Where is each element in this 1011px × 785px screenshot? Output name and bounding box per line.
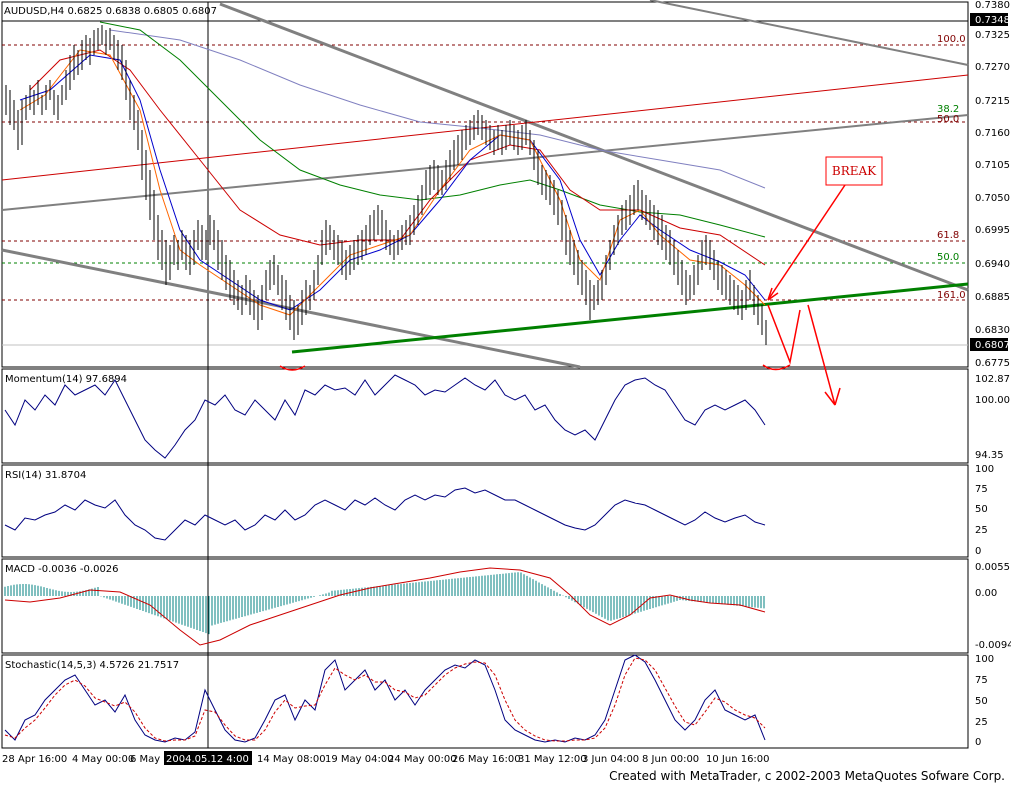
stochastic-main [4,654,766,743]
price-box-current [970,338,1008,351]
svg-text:3 Jun 04:00: 3 Jun 04:00 [582,754,639,765]
rsi-title: RSI(14) 31.8704 [5,470,86,481]
svg-text:100: 100 [975,464,994,475]
svg-text:75: 75 [975,484,988,495]
fib-label-50-top: 50.0 [937,114,959,125]
candlesticks [5,25,767,345]
fib-label-161: 161.0 [937,290,966,301]
stochastic-axis: 100 75 50 25 0 [975,654,994,748]
symbol-header: AUDUSD,H4 0.6825 0.6838 0.6805 0.6807 [4,6,217,17]
stochastic-title: Stochastic(14,5,3) 4.5726 21.7517 [5,660,179,671]
svg-text:0.0055: 0.0055 [975,562,1010,573]
svg-text:100: 100 [975,654,994,665]
svg-text:75: 75 [975,675,988,686]
fib-label-100: 100.0 [937,34,966,45]
svg-text:14 May 08:00: 14 May 08:00 [257,754,326,765]
momentum-tick-high: 102.87 [975,374,1010,385]
footer-text: Created with MetaTrader, c 2002-2003 Met… [609,769,1005,783]
svg-text:6 May: 6 May [130,754,160,765]
time-axis-cursor-box [164,751,252,765]
svg-text:0.6885: 0.6885 [975,292,1010,303]
price-box-high [970,13,1008,26]
svg-text:0.6995: 0.6995 [975,225,1010,236]
svg-text:31 May 12:00: 31 May 12:00 [518,754,587,765]
svg-text:0.7050: 0.7050 [975,193,1010,204]
rsi-axis: 100 75 50 25 0 [975,464,994,557]
svg-text:4 May 00:00: 4 May 00:00 [72,754,134,765]
rsi-panel-frame [1,464,969,558]
break-label-box [825,156,883,186]
footer-credits: Created with MetaTrader, c 2002-2003 Met… [0,766,1011,785]
time-axis: 28 Apr 16:00 4 May 00:00 6 May 2004.05.1… [2,751,770,765]
break-label: BREAK [832,164,877,178]
svg-text:50: 50 [975,504,988,515]
price-axis: 0.7380 0.7325 0.7270 0.7215 0.7160 0.710… [975,0,1010,369]
svg-text:-0.0094: -0.0094 [975,640,1011,651]
svg-text:19 May 04:00: 19 May 04:00 [325,754,394,765]
svg-text:10 Jun 16:00: 10 Jun 16:00 [706,754,770,765]
svg-text:0.7160: 0.7160 [975,128,1010,139]
trend-lines [1,0,969,369]
svg-text:0.7215: 0.7215 [975,96,1010,107]
momentum-tick-low: 94.35 [975,450,1004,461]
svg-text:0.7380: 0.7380 [975,0,1010,11]
macd-title: MACD -0.0036 -0.0026 [5,564,119,575]
fib-label-61: 61.8 [937,230,959,241]
svg-text:50: 50 [975,696,988,707]
macd-axis: 0.0055 0.00 -0.0094 [975,562,1011,651]
svg-text:0: 0 [975,737,981,748]
svg-text:24 May 00:00: 24 May 00:00 [388,754,457,765]
metatrader-chart[interactable]: BREAK AUDUSD,H4 0.6825 0.6838 0.6805 0.6… [0,0,1011,766]
stochastic-signal [4,657,766,742]
price-box-high-label: 0.7348 [975,15,1010,26]
svg-text:25: 25 [975,717,988,728]
svg-text:2004.05.12 4:00: 2004.05.12 4:00 [166,754,249,765]
svg-text:0.7325: 0.7325 [975,30,1010,41]
rsi-line [4,487,766,541]
macd-histogram [4,572,765,635]
svg-text:0.7270: 0.7270 [975,62,1010,73]
svg-text:0.6940: 0.6940 [975,259,1010,270]
svg-text:28 Apr 16:00: 28 Apr 16:00 [2,754,67,765]
momentum-line [4,374,766,459]
fib-label-38: 38.2 [937,104,959,115]
macd-signal-line [4,567,766,646]
main-chart-frame [1,1,969,368]
svg-text:8 Jun 00:00: 8 Jun 00:00 [642,754,699,765]
price-box-current-label: 0.6807 [975,340,1010,351]
momentum-tick-mid: 100.00 [975,395,1010,406]
svg-text:25: 25 [975,525,988,536]
fib-label-50: 50.0 [937,252,959,263]
stochastic-panel-frame [1,654,969,749]
svg-text:0.7105: 0.7105 [975,160,1010,171]
svg-text:0.00: 0.00 [975,588,997,599]
annotation-arrows [279,184,846,406]
macd-panel-frame [1,558,969,654]
momentum-panel-frame [1,368,969,464]
svg-text:0: 0 [975,546,981,557]
svg-text:0.6775: 0.6775 [975,358,1010,369]
svg-text:26 May 16:00: 26 May 16:00 [452,754,521,765]
svg-text:0.6830: 0.6830 [975,325,1010,336]
momentum-title: Momentum(14) 97.6894 [5,374,127,385]
